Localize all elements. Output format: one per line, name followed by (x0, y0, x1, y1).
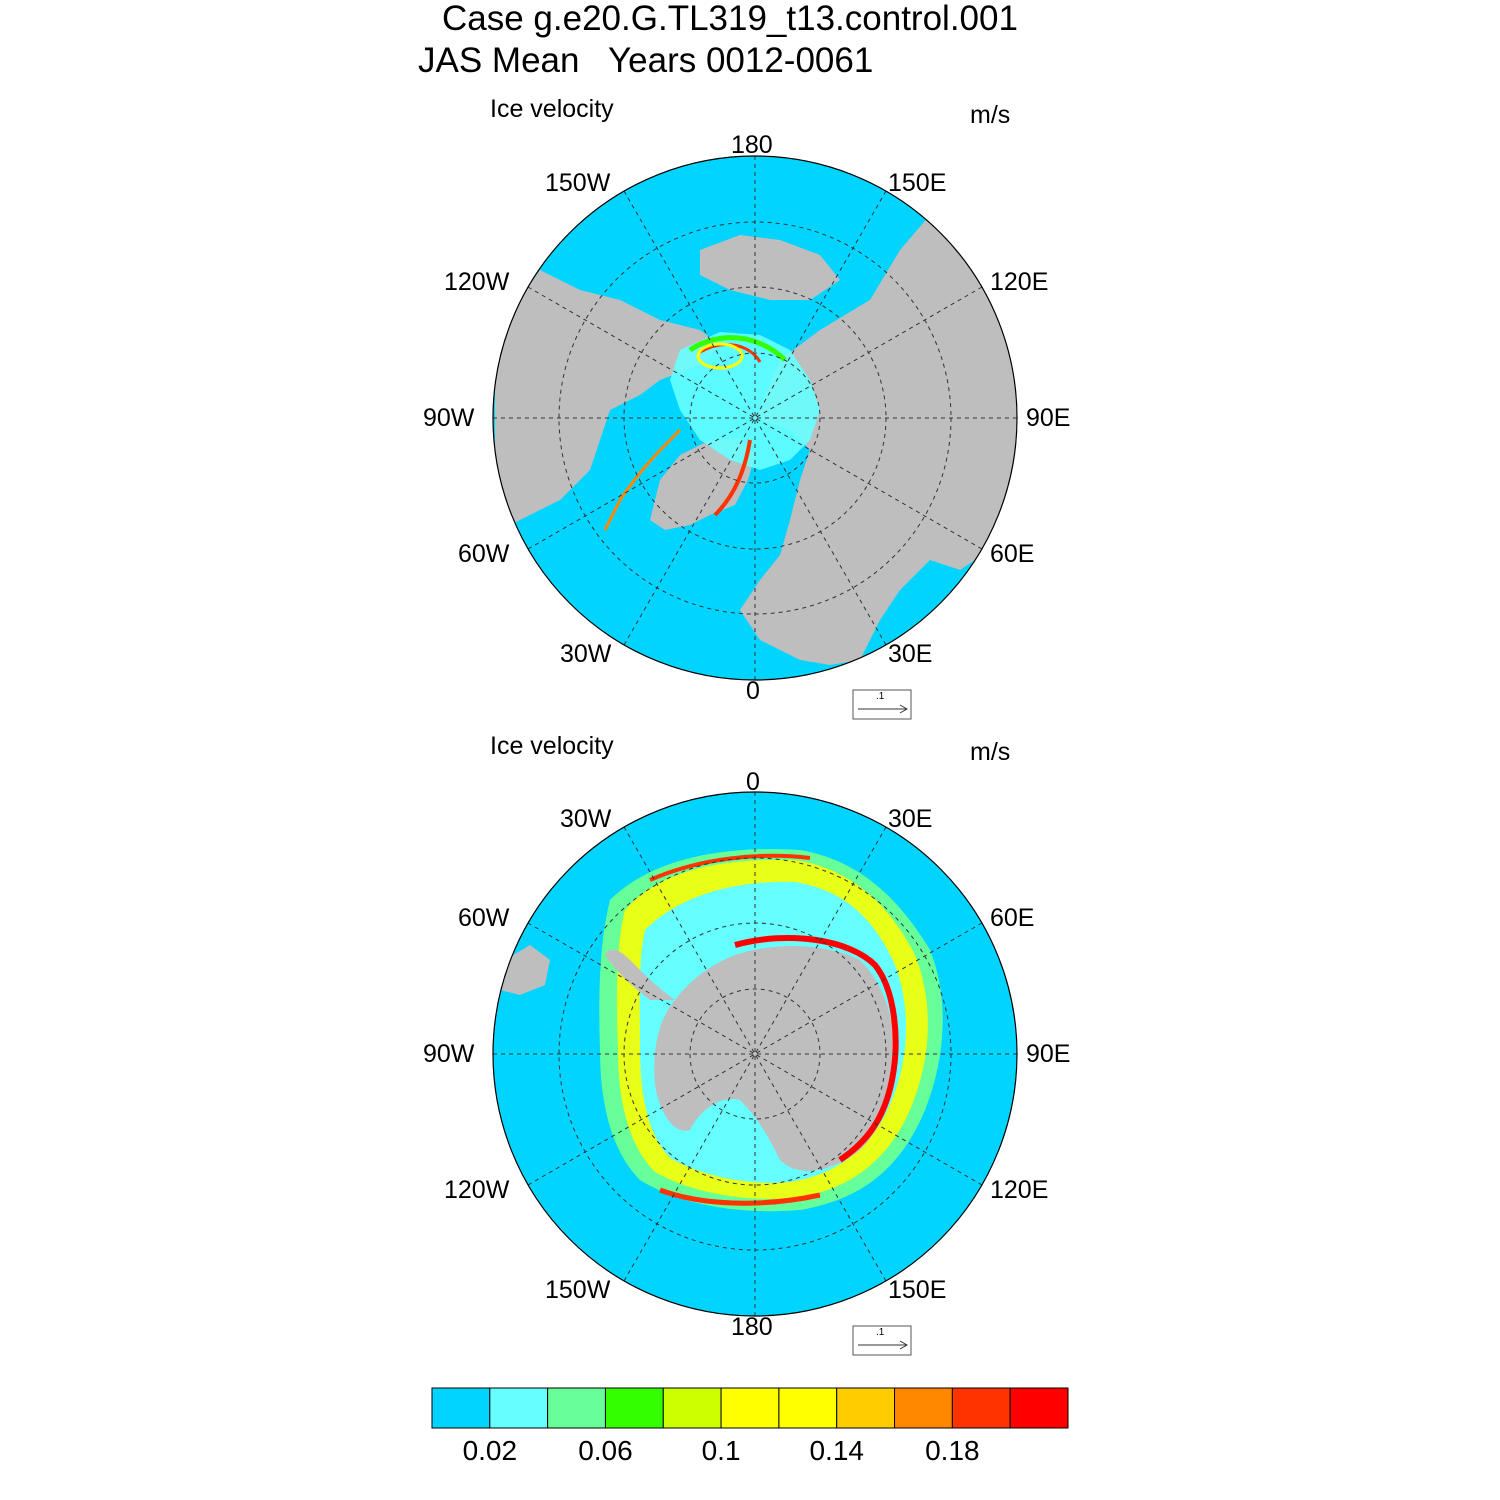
baffin-current (603, 428, 682, 531)
colorbar-swatch (604, 1387, 664, 1429)
reference-vector-sh (852, 1325, 912, 1356)
lon-label-nh-60w: 60W (458, 540, 510, 568)
lon-label-nh-30w: 30W (560, 640, 612, 668)
lon-label-nh-30e: 30E (888, 640, 933, 668)
lon-label-sh-60w: 60W (458, 904, 510, 932)
map-border-nh (492, 155, 1018, 681)
colorbar-swatch (547, 1387, 606, 1429)
lon-label-nh-120w: 120W (444, 268, 510, 296)
panel-sh-left-string: Ice velocity (490, 732, 614, 760)
panel-sh-units: m/s (970, 738, 1011, 766)
antarctic-peninsula (605, 949, 675, 1000)
east-greenland-current (713, 439, 752, 517)
arctic-ice-fast-band-2 (699, 343, 762, 363)
reference-vector-nh (852, 689, 912, 720)
lon-label-nh-60e: 60E (990, 540, 1035, 568)
colorbar-swatch (489, 1387, 549, 1429)
ross-current (659, 1187, 821, 1206)
lon-label-sh-90w: 90W (423, 1040, 475, 1068)
weddell-current (649, 853, 811, 882)
lon-label-nh-150e: 150E (888, 169, 947, 197)
map-panel-sh (493, 792, 1017, 1316)
coastal-current (734, 934, 899, 1163)
land-antarctica (654, 945, 895, 1171)
colorbar-tick-label: 0.1 (701, 1435, 741, 1466)
arctic-ice-fast-band (688, 335, 787, 362)
title-line-1: Case g.e20.G.TL319_t13.control.001 (442, 0, 1018, 38)
colorbar (431, 1387, 1069, 1429)
graticule-sh (493, 792, 1017, 1316)
colorbar-swatch (720, 1387, 780, 1429)
colorbar-tick-label: 0.06 (578, 1435, 633, 1466)
map-panel-nh (493, 156, 1017, 680)
lon-label-sh-0: 0 (746, 768, 760, 796)
lon-label-nh-180: 180 (731, 131, 773, 159)
colorbar-swatch (431, 1387, 491, 1429)
lon-label-nh-0: 0 (746, 677, 760, 705)
colorbar-tick-label: 0.18 (925, 1435, 980, 1466)
colorbar-swatch (1009, 1387, 1069, 1429)
land-eurasia (740, 215, 1017, 665)
lon-label-sh-180: 180 (731, 1313, 773, 1341)
title-line-2: JAS Mean Years 0012-0061 (418, 41, 874, 80)
colorbar-swatch (894, 1387, 953, 1429)
lon-label-sh-120e: 120E (990, 1176, 1049, 1204)
lon-label-sh-30w: 30W (560, 805, 612, 833)
colorbar-swatch (951, 1387, 1011, 1429)
beaufort-gyre (696, 342, 744, 370)
reference-vector-label-sh: .1 (876, 1327, 885, 1338)
south-america-tip (500, 945, 550, 995)
lon-label-nh-90e: 90E (1026, 404, 1071, 432)
colorbar-tick-label: 0.14 (809, 1435, 864, 1466)
colorbar-swatch (836, 1387, 896, 1429)
land-greenland (650, 438, 755, 530)
panel-nh-units: m/s (970, 101, 1011, 129)
graticule-nh (493, 156, 1017, 680)
reference-vector-label-nh: .1 (876, 691, 885, 702)
lon-label-nh-90w: 90W (423, 404, 475, 432)
land-alaska (700, 235, 840, 300)
lon-label-sh-150w: 150W (545, 1276, 611, 1304)
lon-label-nh-150w: 150W (545, 169, 611, 197)
panel-nh-left-string: Ice velocity (490, 95, 614, 123)
lon-label-nh-120e: 120E (990, 268, 1049, 296)
colorbar-tick-label: 0.02 (462, 1435, 518, 1466)
lon-label-sh-60e: 60E (990, 904, 1035, 932)
map-border-sh (492, 791, 1018, 1317)
lon-label-sh-120w: 120W (444, 1176, 510, 1204)
land-north-america (495, 270, 720, 530)
lon-label-sh-90e: 90E (1026, 1040, 1071, 1068)
lon-label-sh-150e: 150E (888, 1276, 947, 1304)
lon-label-sh-30e: 30E (888, 805, 933, 833)
colorbar-swatch (662, 1387, 722, 1429)
colorbar-swatch (778, 1387, 838, 1429)
